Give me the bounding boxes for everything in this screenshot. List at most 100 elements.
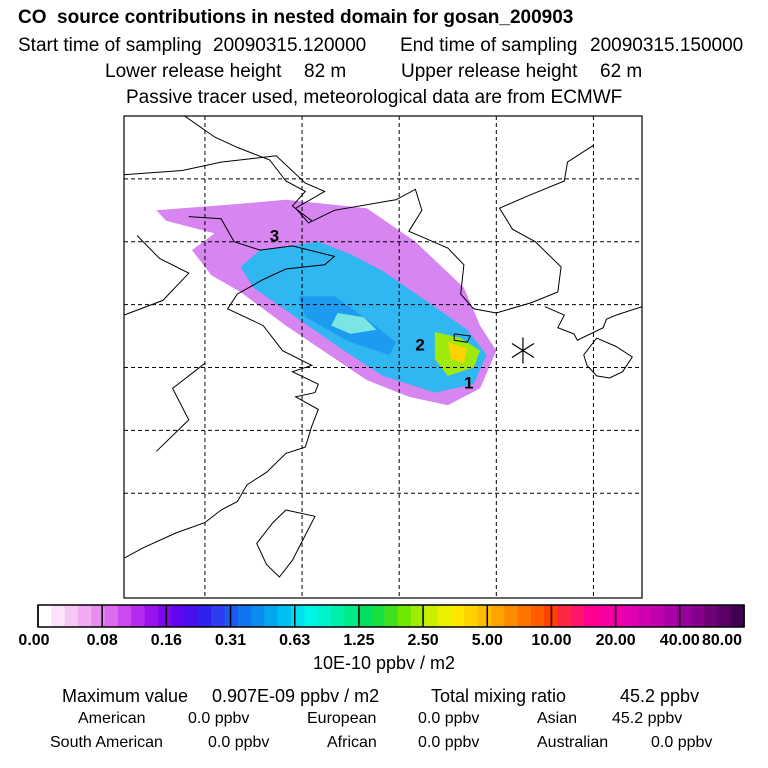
colorbar-swatch	[730, 605, 745, 627]
colorbar-tick-label: 40.00	[659, 632, 700, 649]
colorbar-swatch	[504, 605, 519, 627]
source-value: 0.0 ppbv	[651, 734, 713, 751]
colorbar-swatch	[717, 605, 732, 627]
source-name: African	[327, 734, 377, 751]
coastline	[124, 216, 336, 559]
end-time-value: 20090315.150000	[590, 35, 744, 56]
colorbar-swatch	[331, 605, 345, 627]
receptor-marker	[511, 342, 535, 358]
upper-height-label: Upper release height	[401, 61, 578, 82]
source-value: 0.0 ppbv	[418, 710, 480, 727]
colorbar-tick-label: 0.00	[18, 632, 50, 649]
colorbar-swatch	[570, 605, 585, 627]
end-time-label: End time of sampling	[400, 35, 578, 56]
colorbar-swatch	[237, 605, 252, 627]
colorbar-tick-label: 0.16	[150, 632, 182, 649]
colorbar-swatch	[490, 605, 505, 627]
colorbar-swatch	[211, 605, 226, 627]
colorbar-swatch	[677, 605, 692, 627]
colorbar-swatch	[464, 605, 479, 627]
colorbar-swatch	[530, 605, 545, 627]
colorbar-swatch	[144, 605, 159, 627]
source-name: South American	[50, 734, 163, 751]
coastline	[453, 333, 472, 343]
colorbar-swatch	[304, 605, 319, 627]
colorbar-swatch	[91, 605, 106, 627]
coastline	[583, 337, 633, 379]
colorbar-swatch	[410, 605, 425, 627]
colorbar-swatch	[437, 605, 452, 627]
map-frame	[123, 115, 643, 599]
colorbar-swatch	[224, 605, 239, 627]
colorbar-swatch	[277, 605, 292, 627]
colorbar-tick-label: 0.63	[279, 632, 311, 649]
colorbar-tick-label: 20.00	[595, 632, 636, 649]
colorbar-swatch	[291, 605, 306, 627]
colorbar-swatch	[610, 605, 625, 627]
colorbar-swatch	[157, 605, 172, 627]
coastline	[256, 509, 316, 578]
colorbar-tick-label: 0.08	[86, 632, 118, 649]
colorbar-swatch	[77, 605, 92, 627]
colorbar-swatch	[131, 605, 146, 627]
lower-height-label: Lower release height	[105, 61, 282, 82]
coastline	[124, 144, 594, 314]
source-value: 0.0 ppbv	[188, 710, 250, 727]
source-region-label: 1	[464, 373, 473, 392]
colorbar-swatch	[650, 605, 665, 627]
colorbar-swatch	[597, 605, 612, 627]
colorbar-tick-label: 10.00	[531, 632, 572, 649]
coastline	[124, 235, 190, 316]
colorbar-tick-label: 1.25	[343, 632, 375, 649]
colorbar-swatch	[384, 605, 399, 627]
source-value: 0.0 ppbv	[208, 734, 270, 751]
coastline	[124, 116, 270, 161]
colorbar-swatch	[357, 605, 372, 627]
colorbar-swatch	[104, 605, 119, 627]
colorbar-swatch	[197, 605, 212, 627]
colorbar-swatch	[251, 605, 266, 627]
source-region-label: 2	[415, 336, 424, 355]
start-time-value: 20090315.120000	[213, 35, 367, 56]
source-name: American	[78, 710, 146, 727]
colorbar-swatch	[117, 605, 132, 627]
lower-height-value: 82 m	[304, 61, 347, 82]
source-value: 0.0 ppbv	[418, 734, 480, 751]
chart-title: CO source contributions in nested domain…	[18, 7, 574, 28]
colorbar-swatch	[184, 605, 199, 627]
total-mixing-value: 45.2 ppbv	[620, 686, 700, 706]
colorbar-swatch	[704, 605, 718, 627]
plume-peak	[331, 313, 377, 334]
colorbar-swatch	[424, 605, 439, 627]
colorbar-swatch	[557, 605, 572, 627]
total-mixing-label: Total mixing ratio	[431, 686, 567, 706]
colorbar-swatch	[64, 605, 79, 627]
map-layer: 1 2 3	[124, 116, 642, 598]
source-name: European	[307, 710, 377, 727]
start-time-label: Start time of sampling	[18, 35, 202, 56]
colorbar-swatch	[450, 605, 465, 627]
upper-height-value: 62 m	[600, 61, 643, 82]
colorbar-tick-label: 80.00	[701, 632, 743, 649]
colorbar-swatch	[371, 605, 385, 627]
colorbar-swatch	[344, 605, 359, 627]
colorbar-swatch	[317, 605, 332, 627]
colorbar-units: 10E-10 ppbv / m2	[312, 653, 456, 673]
colorbar-swatch	[477, 605, 492, 627]
source-region-label: 3	[270, 227, 279, 246]
colorbar-swatch	[517, 605, 532, 627]
colorbar-swatch	[51, 605, 66, 627]
coastline	[269, 159, 313, 222]
source-value: 45.2 ppbv	[612, 710, 683, 727]
plume-hot	[447, 342, 468, 364]
colorbar-swatch	[584, 605, 599, 627]
tracer-note: Passive tracer used, meteorological data…	[126, 87, 623, 108]
colorbar-swatch	[38, 605, 52, 627]
colorbar-swatch	[397, 605, 412, 627]
max-value: 0.907E-09 ppbv / m2	[212, 686, 380, 706]
colorbar-tick-label: 5.00	[471, 632, 503, 649]
max-value-label: Maximum value	[62, 686, 189, 706]
colorbar-swatch	[624, 605, 639, 627]
colorbar-tick-label: 2.50	[407, 632, 439, 649]
